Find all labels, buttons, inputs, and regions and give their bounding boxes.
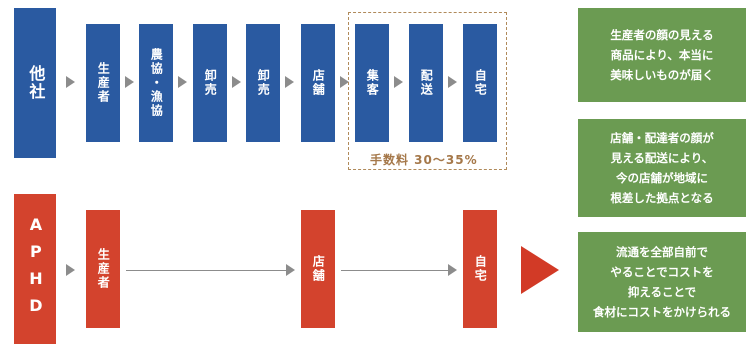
company-label-other: 他社: [14, 8, 56, 158]
arrow-icon: [448, 76, 457, 88]
stage-wholesale-1: 卸売: [193, 24, 227, 142]
arrow-icon: [66, 76, 75, 88]
arrow-icon: [125, 76, 134, 88]
stage-customer-acquisition: 集客: [355, 24, 389, 142]
fee-region: [348, 12, 507, 170]
stage-store-aphd: 店舗: [301, 210, 335, 328]
arrow-icon: [448, 264, 457, 276]
company-label-aphd: APHD: [14, 194, 56, 344]
benefit-box-3: 流通を全部自前で やることでコストを 抑えることで 食材にコストをかけられる: [578, 232, 746, 332]
flow-line: [341, 270, 448, 271]
stage-delivery: 配送: [409, 24, 443, 142]
stage-producer-aphd: 生産者: [86, 210, 120, 328]
benefit-box-1: 生産者の顔の見える 商品により、本当に 美味しいものが届く: [578, 8, 746, 102]
stage-store: 店舗: [301, 24, 335, 142]
result-arrow-icon: [521, 246, 559, 294]
stage-coop: 農協・漁協: [139, 24, 173, 142]
benefit-box-2: 店舗・配達者の顔が 見える配送により、 今の店舗が地域に 根差した拠点となる: [578, 119, 746, 217]
stage-home-aphd: 自宅: [463, 210, 497, 328]
flow-line: [126, 270, 286, 271]
stage-home: 自宅: [463, 24, 497, 142]
arrow-icon: [232, 76, 241, 88]
arrow-icon: [286, 264, 295, 276]
arrow-icon: [394, 76, 403, 88]
fee-label: 手数料 30〜35%: [366, 151, 482, 168]
arrow-icon: [285, 76, 294, 88]
stage-producer: 生産者: [86, 24, 120, 142]
arrow-icon: [178, 76, 187, 88]
stage-wholesale-2: 卸売: [246, 24, 280, 142]
arrow-icon: [66, 264, 75, 276]
arrow-icon: [340, 76, 349, 88]
